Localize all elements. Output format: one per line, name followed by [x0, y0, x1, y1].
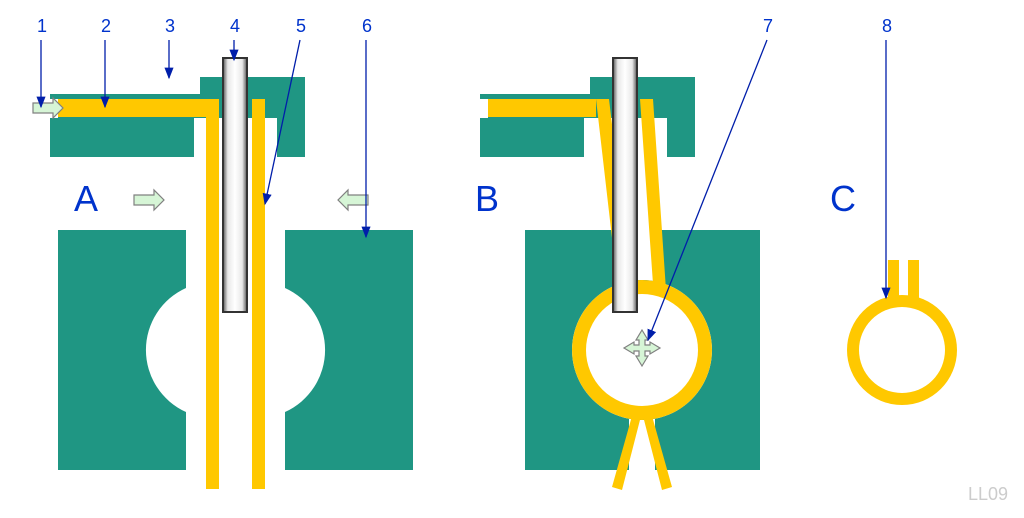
stage-b: [480, 58, 760, 490]
glass-stem-left-c: [888, 260, 899, 302]
glass-bulb-inner-c: [859, 307, 945, 393]
callout-3: 3: [165, 16, 175, 37]
stage-c: [847, 260, 957, 405]
callout-1: 1: [37, 16, 47, 37]
panel-label-c: C: [830, 178, 856, 220]
blow-rod-a: [223, 58, 247, 312]
glass-stem-right-c: [908, 260, 919, 302]
diagram-svg: [0, 0, 1024, 518]
lower-mold-left-a: [58, 230, 186, 470]
panel-label-a: A: [74, 178, 98, 220]
blow-rod-b: [613, 58, 637, 312]
glass-channel-b: [488, 99, 596, 117]
callout-8: 8: [882, 16, 892, 37]
watermark: LL09: [968, 484, 1008, 505]
callout-4: 4: [230, 16, 240, 37]
glass-tube-left-a: [206, 99, 219, 489]
glass-tube-right-a: [252, 99, 265, 489]
callout-6: 6: [362, 16, 372, 37]
callout-7: 7: [763, 16, 773, 37]
lower-mold-right-a: [285, 230, 413, 470]
callout-2: 2: [101, 16, 111, 37]
diagram-canvas: A B C 1 2 3 4 5 6 7 8 LL09: [0, 0, 1024, 518]
arrow-close-right: [338, 190, 368, 210]
stage-a: [33, 58, 413, 489]
callout-5: 5: [296, 16, 306, 37]
glass-channel-a: [58, 99, 206, 117]
arrow-close-left: [134, 190, 164, 210]
panel-label-b: B: [475, 178, 499, 220]
